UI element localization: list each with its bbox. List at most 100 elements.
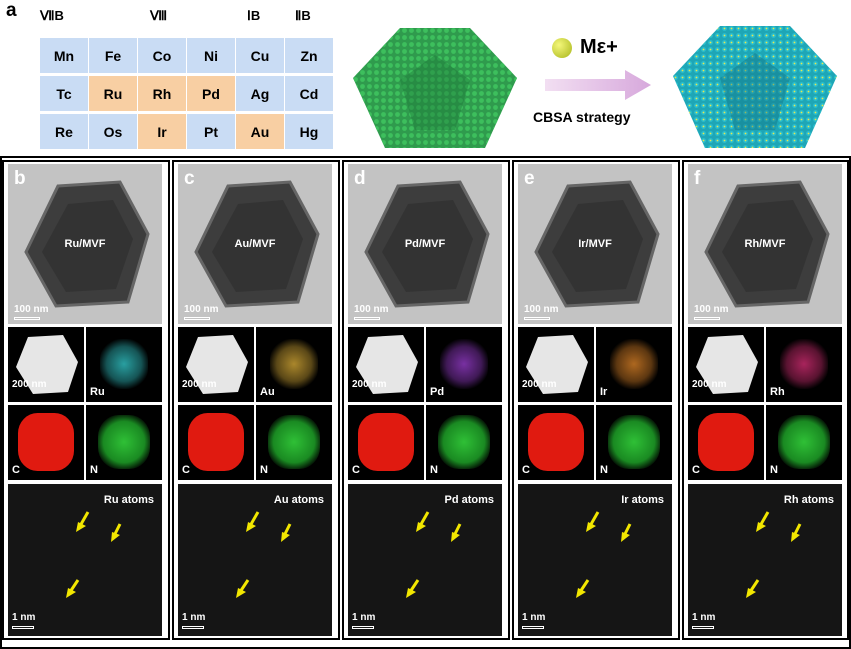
tem-sample-label: Ir/MVF — [578, 238, 612, 250]
element-cell-zn: Zn — [285, 38, 333, 73]
sample-column-rh: f Rh/MVF 100 nm 200 nm Rh C N — [682, 160, 849, 640]
haadf-image: 200 nm — [688, 327, 764, 402]
nitrogen-map-particle — [268, 415, 320, 469]
element-cell-rh: Rh — [138, 76, 186, 111]
atoms-label: Rh atoms — [783, 494, 834, 506]
tem-scale-label: 100 nm — [694, 304, 729, 315]
element-cell-pt: Pt — [187, 114, 235, 149]
haadf-image: 200 nm — [348, 327, 424, 402]
element-cell-fe: Fe — [89, 38, 137, 73]
panel-letter: f — [694, 168, 701, 189]
nitrogen-map-image: N — [86, 405, 162, 480]
haadf-particle — [696, 335, 758, 394]
atoms-label: Ru atoms — [103, 494, 154, 506]
carbon-map-image: C — [8, 405, 84, 480]
nitrogen-map-image: N — [426, 405, 502, 480]
haadf-particle — [356, 335, 418, 394]
arrow-right-icon — [545, 70, 651, 100]
carbon-map-particle — [698, 413, 754, 471]
carbon-map-label: C — [12, 464, 20, 476]
nitrogen-map-image: N — [256, 405, 332, 480]
metal-map-particle — [100, 339, 148, 389]
metal-map-particle — [440, 339, 488, 389]
haadf-scale-label: 200 nm — [692, 379, 727, 390]
tem-sample-label: Au/MVF — [234, 238, 276, 250]
carbon-map-image: C — [178, 405, 254, 480]
metal-map-image: Ir — [596, 327, 672, 402]
panel-letter: c — [184, 168, 195, 189]
element-cell-re: Re — [40, 114, 88, 149]
tem-scale-label: 100 nm — [354, 304, 389, 315]
atoms-label: Au atoms — [273, 494, 324, 506]
haadf-particle — [16, 335, 78, 394]
atoms-label: Pd atoms — [444, 494, 494, 506]
group-header-ib: ⅠB — [247, 8, 261, 23]
atomic-resolution-image: Pd atoms 1 nm — [348, 484, 502, 636]
metal-ion-sphere — [552, 38, 572, 58]
element-cell-ni: Ni — [187, 38, 235, 73]
nitrogen-map-particle — [438, 415, 490, 469]
metal-map-label: Au — [260, 386, 275, 398]
tem-sample-label: Rh/MVF — [744, 238, 786, 250]
tem-image: e Ir/MVF 100 nm — [518, 164, 672, 324]
nitrogen-map-label: N — [430, 464, 438, 476]
atomic-resolution-image: Au atoms 1 nm — [178, 484, 332, 636]
sample-column-ru: b Ru/MVF 100 nm 200 nm Ru C N — [2, 160, 170, 640]
element-cell-au: Au — [236, 114, 284, 149]
carbon-map-particle — [528, 413, 584, 471]
group-header-viii: Ⅷ — [150, 8, 168, 23]
atoms-scale-label: 1 nm — [522, 612, 546, 623]
element-cell-ir: Ir — [138, 114, 186, 149]
nanoparticle-shape — [194, 180, 320, 308]
element-cell-ru: Ru — [89, 76, 137, 111]
atoms-scale-bar — [352, 626, 374, 629]
strategy-label: CBSA strategy — [533, 109, 631, 125]
carbon-map-particle — [18, 413, 74, 471]
group-header-viib: ⅦB — [40, 8, 64, 23]
panel-letter: e — [524, 168, 535, 189]
metal-map-label: Pd — [430, 386, 445, 398]
haadf-particle — [526, 335, 588, 394]
tem-scale-bar — [524, 317, 550, 320]
panel-letter-a: a — [6, 0, 17, 21]
metal-map-label: Rh — [770, 386, 785, 398]
nitrogen-map-label: N — [600, 464, 608, 476]
tem-scale-bar — [354, 317, 380, 320]
tem-sample-label: Pd/MVF — [404, 238, 446, 250]
nitrogen-map-label: N — [260, 464, 268, 476]
nitrogen-map-particle — [98, 415, 150, 469]
tem-image: c Au/MVF 100 nm — [178, 164, 332, 324]
haadf-image: 200 nm — [518, 327, 594, 402]
metal-map-label: Ru — [90, 386, 105, 398]
yellow-arrows — [66, 511, 122, 598]
metal-map-image: Pd — [426, 327, 502, 402]
metal-mvf-polyhedron-image — [673, 26, 837, 148]
carbon-map-label: C — [692, 464, 700, 476]
tem-sample-label: Ru/MVF — [64, 238, 106, 250]
tem-scale-label: 100 nm — [14, 304, 49, 315]
carbon-map-particle — [188, 413, 244, 471]
atomic-resolution-image: Ir atoms 1 nm — [518, 484, 672, 636]
nitrogen-map-label: N — [770, 464, 778, 476]
metal-map-label: Ir — [600, 386, 608, 398]
metal-map-particle — [610, 339, 658, 389]
tem-image: f Rh/MVF 100 nm — [688, 164, 842, 324]
haadf-scale-label: 200 nm — [352, 379, 387, 390]
haadf-particle — [186, 335, 248, 394]
carbon-map-label: C — [182, 464, 190, 476]
haadf-image: 200 nm — [178, 327, 254, 402]
nitrogen-map-particle — [778, 415, 830, 469]
bottom-panels-frame — [0, 156, 851, 649]
nitrogen-map-label: N — [90, 464, 98, 476]
element-cell-cu: Cu — [236, 38, 284, 73]
nanoparticle-shape — [704, 180, 830, 308]
element-cell-co: Co — [138, 38, 186, 73]
atoms-scale-label: 1 nm — [692, 612, 716, 623]
nitrogen-map-particle — [608, 415, 660, 469]
tem-scale-bar — [184, 317, 210, 320]
sample-column-pd: d Pd/MVF 100 nm 200 nm Pd C N — [342, 160, 510, 640]
atoms-scale-bar — [182, 626, 204, 629]
element-cell-os: Os — [89, 114, 137, 149]
element-cell-ag: Ag — [236, 76, 284, 111]
haadf-scale-label: 200 nm — [12, 379, 47, 390]
